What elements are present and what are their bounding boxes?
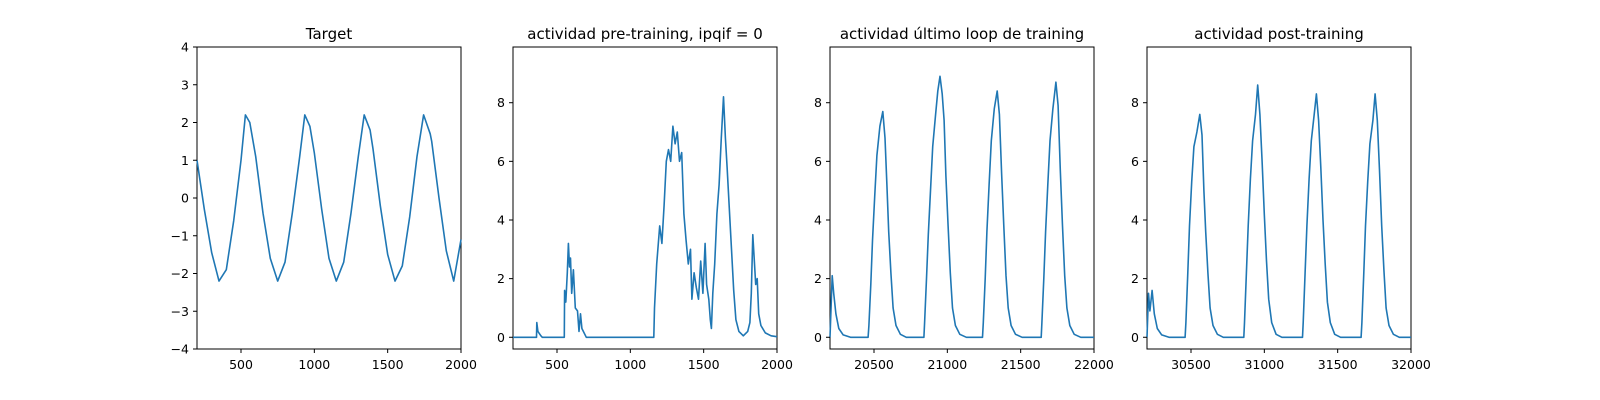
x-tick-label: 1500 — [688, 357, 720, 372]
y-tick-label: −1 — [171, 228, 189, 243]
y-axis-ticks: 0 2 4 6 8 — [1131, 95, 1147, 345]
y-axis-ticks: 0 2 4 6 8 — [814, 95, 830, 345]
y-tick-label: 4 — [814, 212, 822, 227]
x-tick-label: 31000 — [1244, 357, 1284, 372]
activity-series-line — [1146, 84, 1411, 339]
y-tick-label: 4 — [1131, 212, 1139, 227]
y-axis-ticks: 0 2 4 6 8 — [497, 95, 513, 345]
x-tick-label: 21000 — [927, 357, 967, 372]
subplot-last-training-loop: actividad último loop de training 20500 2… — [814, 25, 1114, 372]
x-tick-label: 1000 — [614, 357, 646, 372]
x-tick-label: 1500 — [372, 357, 404, 372]
y-tick-label: −4 — [171, 342, 189, 357]
x-tick-label: 20500 — [854, 357, 894, 372]
x-tick-label: 21500 — [1001, 357, 1041, 372]
y-tick-label: 4 — [181, 40, 189, 55]
y-tick-label: −3 — [171, 304, 189, 319]
y-tick-label: 3 — [181, 77, 189, 92]
x-tick-label: 2000 — [445, 357, 477, 372]
y-axis-ticks: −4 −3 −2 −1 0 1 2 3 4 — [171, 40, 197, 357]
y-tick-label: 8 — [1131, 95, 1139, 110]
y-tick-label: 4 — [497, 212, 505, 227]
x-tick-label: 2000 — [761, 357, 793, 372]
y-tick-label: −2 — [171, 266, 189, 281]
axes-frame — [512, 46, 778, 350]
axes-frame — [1146, 46, 1412, 350]
y-tick-label: 8 — [497, 95, 505, 110]
y-tick-label: 0 — [1131, 330, 1139, 345]
y-tick-label: 0 — [497, 330, 505, 345]
x-tick-label: 1000 — [298, 357, 330, 372]
y-tick-label: 6 — [1131, 154, 1139, 169]
y-tick-label: 2 — [814, 271, 822, 286]
y-tick-label: 2 — [1131, 271, 1139, 286]
x-tick-label: 500 — [545, 357, 569, 372]
x-tick-label: 31500 — [1318, 357, 1358, 372]
target-series-line — [196, 114, 462, 282]
subplot-title: actividad pre-training, ipqif = 0 — [527, 25, 763, 43]
subplot-title: Target — [305, 25, 353, 43]
axes-frame — [829, 46, 1095, 350]
y-tick-label: 8 — [814, 95, 822, 110]
x-tick-label: 22000 — [1074, 357, 1114, 372]
subplot-title: actividad último loop de training — [840, 25, 1084, 43]
subplot-title: actividad post-training — [1194, 25, 1363, 43]
activity-series-line — [513, 96, 778, 339]
y-tick-label: 2 — [181, 115, 189, 130]
x-axis-ticks: 30500 31000 31500 32000 — [1171, 349, 1431, 372]
x-axis-ticks: 500 1000 1500 2000 — [229, 349, 477, 372]
activity-series-line — [829, 75, 1094, 339]
subplot-post-training: actividad post-training 30500 31000 31500 3… — [1131, 25, 1431, 372]
subplot-target: Target 500 1000 1500 2000 −4 −3 −2 −1 0 1 2 3 4 — [171, 25, 477, 372]
y-tick-label: 2 — [497, 271, 505, 286]
x-axis-ticks: 20500 21000 21500 22000 — [854, 349, 1114, 372]
x-axis-ticks: 500 1000 1500 2000 — [545, 349, 793, 372]
y-tick-label: 0 — [814, 330, 822, 345]
y-tick-label: 6 — [814, 154, 822, 169]
x-tick-label: 32000 — [1391, 357, 1431, 372]
x-tick-label: 30500 — [1171, 357, 1211, 372]
y-tick-label: 1 — [181, 153, 189, 168]
subplot-pre-training: actividad pre-training, ipqif = 0 500 100… — [497, 25, 793, 372]
y-tick-label: 6 — [497, 154, 505, 169]
y-tick-label: 0 — [181, 191, 189, 206]
x-tick-label: 500 — [229, 357, 253, 372]
